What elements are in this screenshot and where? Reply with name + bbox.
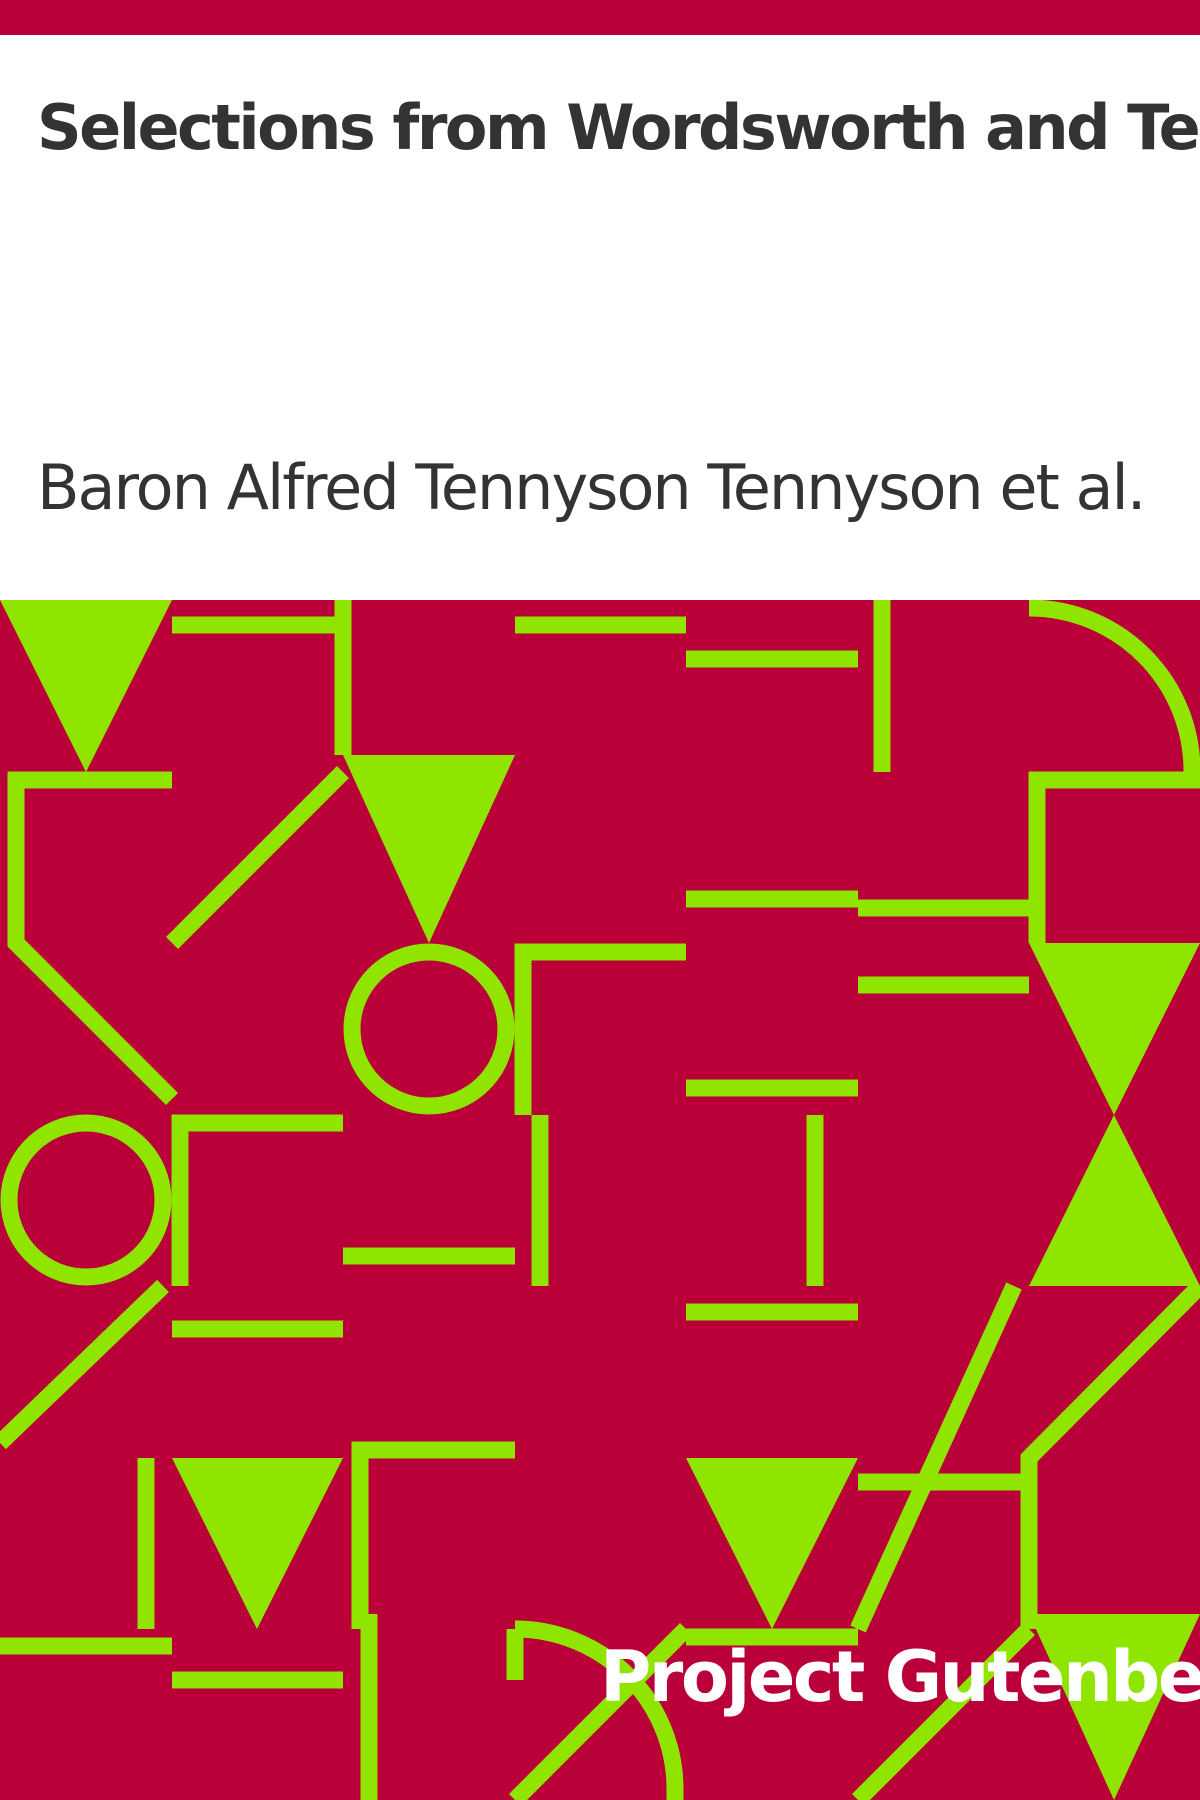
- book-title: Selections from Wordsworth and Tennyson: [37, 91, 1200, 164]
- publisher-name: Project Gutenberg: [600, 1636, 1200, 1718]
- top-accent-bar: [0, 0, 1200, 35]
- cover-pattern: [0, 600, 1200, 1800]
- book-author: Baron Alfred Tennyson Tennyson et al.: [37, 451, 1146, 524]
